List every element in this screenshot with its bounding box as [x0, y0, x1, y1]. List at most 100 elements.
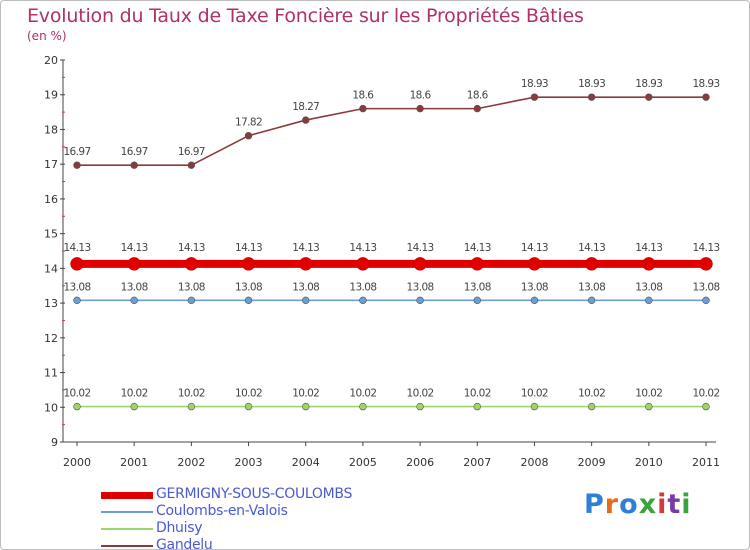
data-label: 10.02: [121, 388, 148, 400]
y-tick-label: 13: [44, 297, 58, 310]
data-point: [241, 257, 256, 271]
data-label: 14.13: [635, 242, 662, 254]
data-label: 10.02: [292, 388, 319, 400]
data-point: [645, 402, 653, 411]
x-tick-label: 2008: [520, 456, 548, 469]
chart-subtitle: (en %): [27, 29, 67, 43]
data-label: 14.13: [63, 242, 90, 254]
legend-swatch: [101, 528, 153, 530]
data-point: [73, 402, 81, 411]
y-tick-label: 16: [44, 193, 58, 206]
data-label: 13.08: [63, 281, 90, 293]
data-label: 13.08: [521, 281, 548, 293]
data-label: 16.97: [63, 146, 90, 158]
data-label: 10.02: [178, 388, 205, 400]
data-label: 18.93: [692, 78, 719, 90]
logo-letter: x: [638, 489, 658, 520]
data-point: [530, 93, 539, 101]
data-label: 13.08: [178, 281, 205, 293]
data-label: 10.02: [464, 388, 491, 400]
data-point: [359, 402, 367, 411]
data-label: 14.13: [292, 242, 319, 254]
data-label: 18.27: [292, 101, 319, 113]
legend-label: GERMIGNY-SOUS-COULOMBS: [156, 486, 353, 502]
data-label: 10.02: [635, 388, 662, 400]
data-label: 18.6: [410, 90, 432, 102]
data-label: 14.13: [235, 242, 262, 254]
y-tick-label: 11: [44, 367, 58, 380]
y-tick-label: 12: [44, 332, 58, 345]
data-point: [530, 296, 539, 305]
data-label: 14.13: [521, 242, 548, 254]
legend-label: Coulombs-en-Valois: [156, 503, 288, 519]
data-label: 10.02: [521, 388, 548, 400]
data-point: [416, 296, 424, 305]
chart-title: Evolution du Taux de Taxe Foncière sur l…: [27, 5, 584, 27]
x-tick-label: 2007: [463, 456, 491, 469]
data-point: [473, 104, 481, 113]
data-point: [359, 296, 367, 305]
data-point: [416, 104, 424, 113]
data-point: [302, 116, 310, 124]
data-point: [699, 257, 713, 271]
data-point: [244, 296, 253, 305]
data-point: [187, 296, 196, 305]
data-label: 16.97: [121, 146, 148, 158]
data-point: [356, 257, 370, 271]
proxiti-logo: Proxiti: [584, 489, 692, 520]
y-tick-label: 17: [44, 158, 58, 171]
data-label: 10.02: [407, 388, 434, 400]
logo-letter: P: [584, 489, 605, 520]
data-point: [645, 296, 653, 305]
data-label: 10.02: [63, 388, 90, 400]
legend-swatch: [101, 545, 153, 547]
data-point: [187, 402, 196, 411]
y-tick-label: 19: [44, 89, 58, 102]
data-label: 18.93: [635, 78, 662, 90]
data-point: [642, 257, 656, 271]
logo-letter: r: [604, 489, 620, 520]
x-tick-label: 2006: [406, 456, 434, 469]
data-point: [584, 257, 599, 271]
x-tick-label: 2002: [177, 456, 205, 469]
data-point: [587, 93, 596, 101]
data-point: [359, 104, 367, 113]
data-point: [702, 296, 710, 305]
data-label: 16.97: [178, 146, 205, 158]
data-point: [473, 402, 481, 411]
data-point: [470, 257, 485, 271]
y-tick-label: 18: [44, 123, 58, 136]
data-point: [587, 296, 596, 305]
x-tick-label: 2004: [292, 456, 320, 469]
data-point: [70, 257, 84, 271]
series-dhuisy: 10.02 10.02 10.02 10.02 10.02 10.02 10.02 10.02…: [63, 388, 720, 411]
data-point: [587, 402, 596, 411]
x-tick-label: 2009: [578, 456, 606, 469]
data-label: 14.13: [692, 242, 719, 254]
data-point: [530, 402, 539, 411]
data-label: 10.02: [692, 388, 719, 400]
data-label: 13.08: [578, 281, 605, 293]
x-tick-label: 2003: [235, 456, 263, 469]
y-tick-label: 14: [44, 262, 58, 275]
data-label: 18.93: [578, 78, 605, 90]
data-label: 14.13: [121, 242, 148, 254]
logo-letter: t: [667, 489, 682, 520]
series-coulombs-en-valois: 13.08 13.08 13.08 13.08 13.08 13.08 13.08 13.08…: [63, 281, 720, 305]
data-point: [416, 402, 424, 411]
x-tick-label: 2000: [63, 456, 91, 469]
data-point: [184, 257, 199, 271]
legend-label: Gandelu: [156, 537, 213, 550]
data-label: 14.13: [349, 242, 376, 254]
data-point: [130, 402, 138, 411]
data-point: [413, 257, 427, 271]
data-point: [702, 93, 710, 101]
data-label: 18.6: [467, 90, 489, 102]
data-label: 13.08: [692, 281, 719, 293]
data-point: [473, 296, 481, 305]
y-tick-label: 10: [44, 401, 58, 414]
x-tick-label: 2001: [120, 456, 148, 469]
data-label: 17.82: [235, 117, 262, 129]
data-label: 10.02: [578, 388, 605, 400]
